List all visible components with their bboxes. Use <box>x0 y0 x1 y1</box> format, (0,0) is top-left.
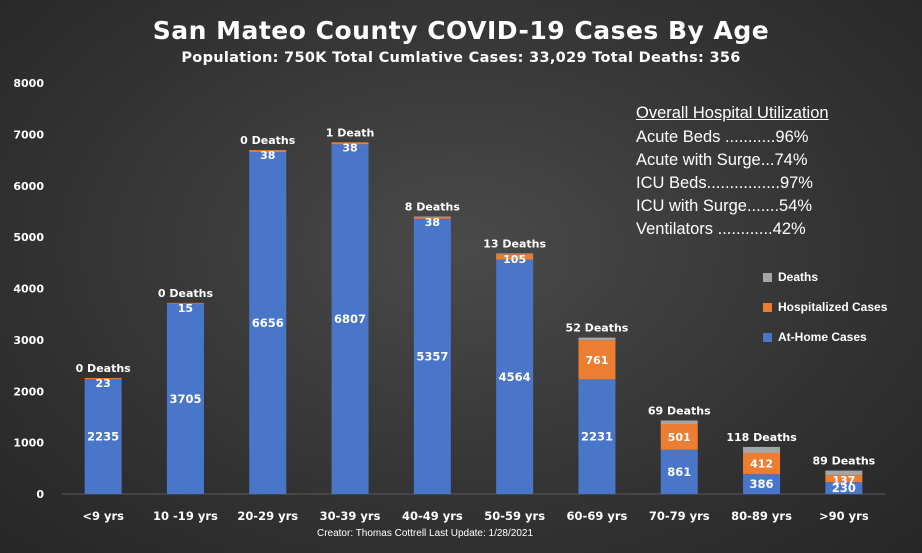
bar-at-home <box>743 474 781 494</box>
bar-hospitalized <box>578 340 616 380</box>
x-tick-label: 50-59 yrs <box>484 509 545 523</box>
y-tick-label: 0 <box>36 488 44 501</box>
y-tick-label: 8000 <box>13 77 44 90</box>
y-tick-label: 2000 <box>13 385 44 398</box>
bar-hospitalized <box>166 302 204 304</box>
bar-hospitalized <box>825 475 863 483</box>
data-label-at-home: 861 <box>667 465 691 479</box>
data-label-at-home: 6807 <box>334 312 366 326</box>
legend-item-at-home: At-Home Cases <box>763 322 887 352</box>
data-label-at-home: 4564 <box>499 370 531 384</box>
data-label-hospitalized: 15 <box>178 302 193 315</box>
legend-label-deaths: Deaths <box>778 270 819 284</box>
data-label-hospitalized: 761 <box>585 354 608 367</box>
data-label-hospitalized: 38 <box>260 149 275 162</box>
x-tick-label: 40-49 yrs <box>402 509 463 523</box>
data-label-at-home: 3705 <box>169 392 201 406</box>
data-label-at-home: 2235 <box>87 430 119 444</box>
chart-subtitle: Population: 750K Total Cumlative Cases: … <box>181 50 741 66</box>
data-label-hospitalized: 412 <box>750 458 773 471</box>
bar-at-home <box>660 449 698 494</box>
legend-swatch-hospitalized <box>763 302 772 312</box>
y-tick-label: 4000 <box>13 283 44 296</box>
legend-swatch-deaths <box>763 272 772 282</box>
x-tick-label: 10 -19 yrs <box>153 509 218 523</box>
data-label-deaths: 1 Death <box>326 126 375 139</box>
x-tick-label: 80-89 yrs <box>731 509 792 523</box>
bar-hospitalized <box>84 377 122 380</box>
y-tick-label: 5000 <box>13 231 44 244</box>
utilization-icu-beds: ICU Beds................97% <box>636 174 813 192</box>
bar-hospitalized <box>496 254 534 260</box>
utilization-acute-surge: Acute with Surge...74% <box>636 151 808 169</box>
data-label-deaths: 89 Deaths <box>812 455 875 468</box>
bar-hospitalized <box>331 142 369 145</box>
bar-deaths <box>743 446 781 454</box>
bar-hospitalized <box>249 150 287 153</box>
chart-credit: Creator: Thomas Cottrell Last Update: 1/… <box>316 528 534 539</box>
data-label-hospitalized: 38 <box>342 141 357 154</box>
hospital-utilization-box: Overall Hospital Utilization Acute Beds … <box>636 104 866 241</box>
data-label-hospitalized: 23 <box>95 377 110 390</box>
bar-hospitalized <box>743 453 781 475</box>
bar-deaths <box>578 337 616 341</box>
bar-at-home <box>496 259 534 494</box>
legend-item-hospitalized: Hospitalized Cases <box>763 292 887 322</box>
data-label-hospitalized: 137 <box>832 474 855 487</box>
data-label-hospitalized: 38 <box>425 216 440 229</box>
data-label-at-home: 230 <box>832 481 856 495</box>
data-label-at-home: 386 <box>750 477 774 491</box>
data-label-deaths: 0 Deaths <box>240 134 296 147</box>
y-tick-label: 3000 <box>13 334 44 347</box>
data-label-deaths: 52 Deaths <box>566 322 629 335</box>
data-label-hospitalized: 501 <box>668 431 691 444</box>
legend-item-deaths: Deaths <box>763 262 887 292</box>
bar-deaths <box>660 420 698 425</box>
utilization-acute-beds: Acute Beds ...........96% <box>636 128 809 146</box>
hospital-utilization-title: Overall Hospital Utilization <box>636 104 829 122</box>
data-label-hospitalized: 105 <box>503 253 526 266</box>
x-tick-label: 30-39 yrs <box>320 509 381 523</box>
chart-title: San Mateo County COVID-19 Cases By Age <box>152 16 770 45</box>
data-label-at-home: 5357 <box>416 349 448 363</box>
x-tick-label: 20-29 yrs <box>237 509 298 523</box>
utilization-ventilators: Ventilators ............42% <box>636 220 806 238</box>
data-label-deaths: 8 Deaths <box>405 200 461 213</box>
y-tick-label: 7000 <box>13 128 44 141</box>
bar-at-home <box>166 303 204 494</box>
data-label-deaths: 13 Deaths <box>483 237 546 250</box>
x-tick-label: <9 yrs <box>82 509 124 523</box>
legend-label-at-home: At-Home Cases <box>778 330 867 344</box>
bar-deaths <box>496 253 534 255</box>
x-tick-label: 60-69 yrs <box>567 509 628 523</box>
bar-hospitalized <box>660 424 698 450</box>
x-tick-label: >90 yrs <box>819 509 869 523</box>
bar-at-home <box>84 379 122 494</box>
bar-at-home <box>331 144 369 494</box>
legend-label-hospitalized: Hospitalized Cases <box>778 300 888 314</box>
data-label-deaths: 118 Deaths <box>726 431 797 444</box>
bar-at-home <box>578 379 616 494</box>
data-label-at-home: 2231 <box>581 430 613 444</box>
legend-swatch-at-home <box>763 332 772 342</box>
y-tick-label: 6000 <box>13 180 44 193</box>
bar-at-home <box>825 482 863 494</box>
data-label-deaths: 69 Deaths <box>648 404 711 417</box>
chart-legend: Deaths Hospitalized Cases At-Home Cases <box>763 262 887 352</box>
x-tick-label: 70-79 yrs <box>649 509 710 523</box>
bar-at-home <box>249 152 287 494</box>
data-label-deaths: 0 Deaths <box>158 287 214 300</box>
data-label-at-home: 6656 <box>252 316 284 330</box>
data-label-deaths: 0 Deaths <box>76 362 132 375</box>
bar-hospitalized <box>413 216 451 219</box>
y-tick-label: 1000 <box>13 437 44 450</box>
bar-at-home <box>413 218 451 494</box>
utilization-icu-surge: ICU with Surge.......54% <box>636 197 813 215</box>
bar-deaths <box>825 470 863 476</box>
